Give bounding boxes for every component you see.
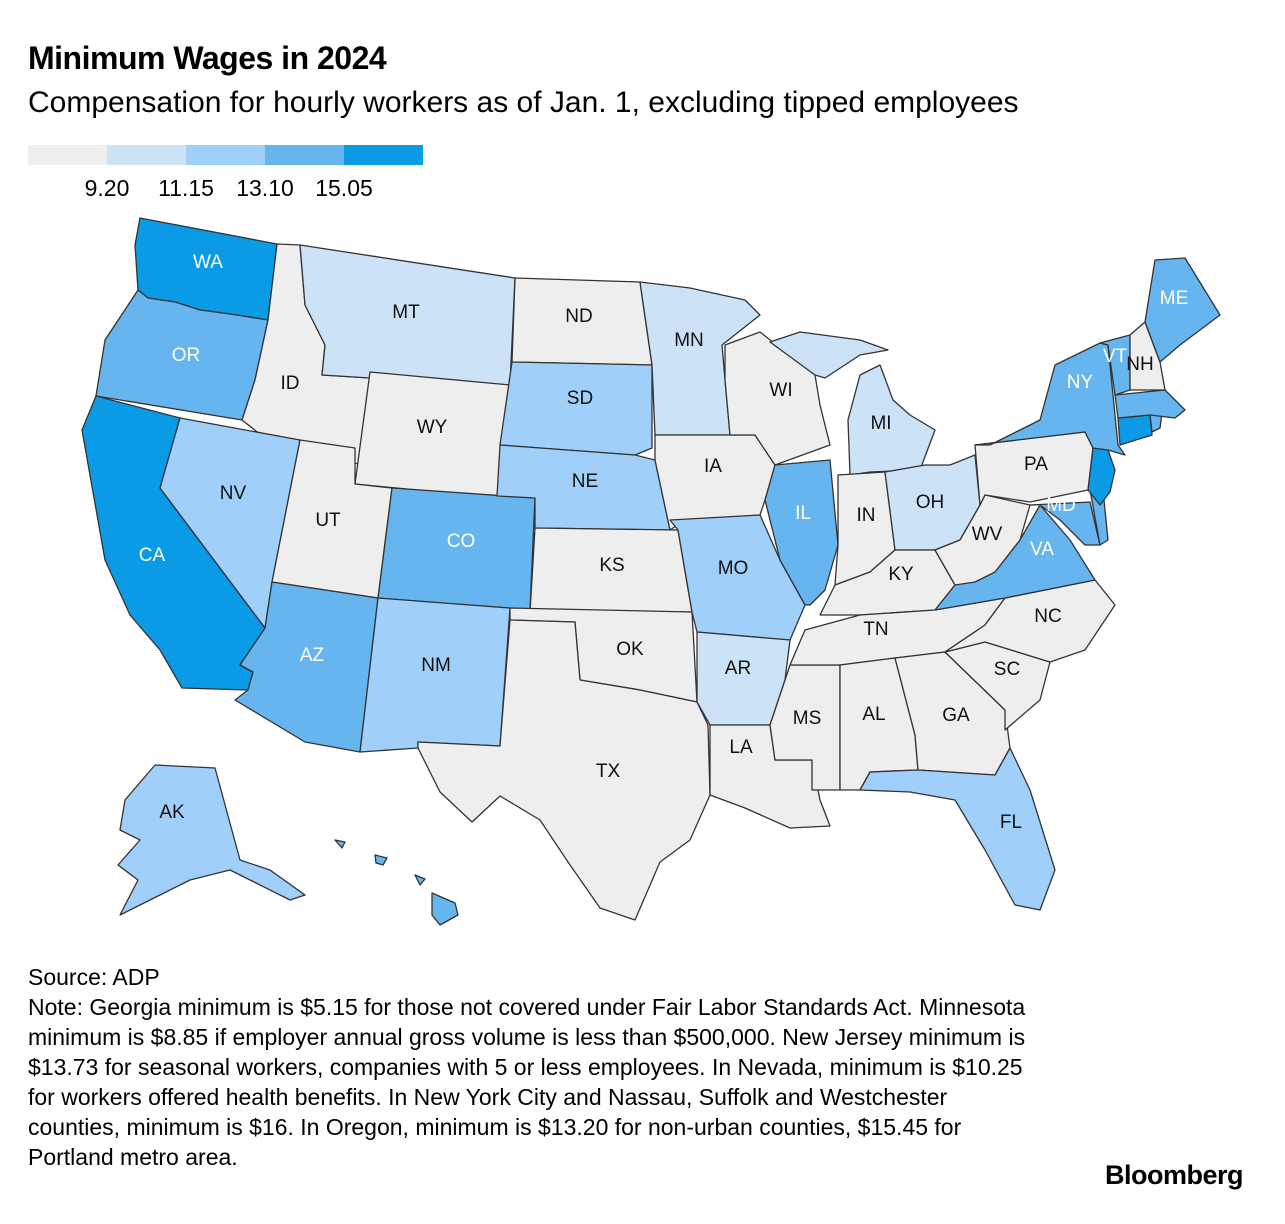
state-ma [1114, 389, 1186, 419]
legend-threshold-0: 9.20 [84, 175, 130, 201]
legend-swatch-3 [265, 145, 344, 165]
state-label-wy: WY [417, 417, 448, 438]
color-legend: 9.20 11.15 13.10 15.05 [28, 145, 428, 205]
state-label-in: IN [857, 505, 876, 526]
legend-threshold-1: 11.15 [158, 175, 214, 201]
state-label-ia: IA [704, 456, 722, 477]
state-label-ak: AK [159, 802, 185, 823]
state-vt [1099, 334, 1131, 396]
state-nh [1129, 321, 1166, 391]
legend-threshold-3: 15.05 [315, 175, 373, 201]
state-label-ny: NY [1067, 372, 1094, 393]
note-text: Note: Georgia minimum is $5.15 for those… [28, 994, 1026, 1170]
state-sd [499, 361, 653, 456]
state-label-md: MD [1046, 495, 1076, 516]
state-label-il: IL [795, 503, 811, 524]
state-label-ok: OK [616, 639, 644, 660]
state-label-nc: NC [1034, 606, 1061, 627]
state-mi [769, 331, 936, 476]
legend-swatch-1 [107, 145, 186, 165]
state-label-me: ME [1160, 288, 1189, 309]
state-label-az: AZ [300, 645, 325, 666]
state-md [1029, 501, 1101, 546]
state-label-id: ID [281, 373, 300, 394]
state-label-wa: WA [193, 252, 223, 273]
state-ny [974, 342, 1126, 456]
legend-swatch-4 [344, 145, 423, 165]
state-label-ks: KS [599, 555, 624, 576]
state-label-wv: WV [972, 524, 1003, 545]
state-label-mo: MO [718, 558, 749, 579]
map-subtitle: Compensation for hourly workers as of Ja… [28, 86, 1019, 119]
state-me [1144, 257, 1221, 363]
state-label-mt: MT [392, 302, 420, 323]
legend-swatch-0 [28, 145, 107, 165]
state-label-al: AL [862, 704, 885, 725]
bloomberg-logo: Bloomberg [1105, 1160, 1244, 1190]
state-label-wi: WI [769, 380, 792, 401]
state-tx [417, 619, 711, 921]
state-ct [1117, 414, 1153, 446]
state-label-mi: MI [870, 413, 891, 434]
state-label-nd: ND [565, 306, 592, 327]
state-label-co: CO [447, 531, 476, 552]
state-label-ne: NE [572, 471, 598, 492]
state-label-vt: VT [1103, 346, 1128, 367]
us-state-map: WA OR CA ID NV MT WY UT AZ CO NM ND SD N… [81, 217, 1221, 926]
state-label-ar: AR [725, 658, 751, 679]
state-label-ms: MS [793, 708, 822, 729]
footer-notes: Source: ADP Note: Georgia minimum is $5.… [28, 962, 1028, 1172]
state-label-nv: NV [220, 483, 247, 504]
state-mn [639, 281, 761, 436]
state-label-oh: OH [916, 492, 945, 513]
legend-threshold-2: 13.10 [236, 175, 294, 201]
state-label-ga: GA [942, 705, 970, 726]
state-label-pa: PA [1024, 454, 1048, 475]
state-label-or: OR [172, 345, 201, 366]
map-title: Minimum Wages in 2024 [28, 40, 387, 76]
state-label-nm: NM [421, 655, 451, 676]
state-label-fl: FL [1000, 812, 1022, 833]
state-label-tn: TN [863, 619, 888, 640]
state-label-ky: KY [888, 564, 914, 585]
state-label-ut: UT [315, 510, 341, 531]
state-label-sd: SD [567, 388, 593, 409]
source-text: Source: ADP [28, 964, 160, 990]
state-il [764, 459, 839, 606]
state-label-tx: TX [596, 761, 621, 782]
state-hi [334, 839, 459, 926]
state-label-ca: CA [139, 545, 166, 566]
state-label-nh: NH [1126, 354, 1153, 375]
legend-swatch-2 [186, 145, 265, 165]
state-fl [859, 747, 1056, 911]
state-ak [117, 764, 306, 916]
state-label-sc: SC [994, 659, 1020, 680]
state-label-va: VA [1030, 539, 1054, 560]
state-label-mn: MN [674, 330, 704, 351]
state-label-la: LA [729, 737, 753, 758]
